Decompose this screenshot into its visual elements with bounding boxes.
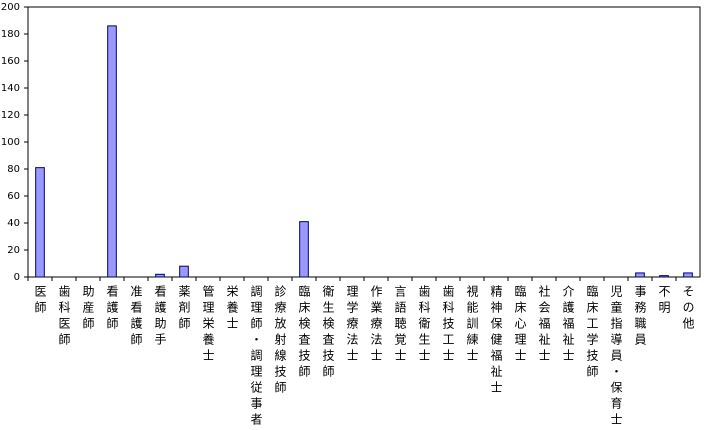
y-tick-label: 100 xyxy=(1,137,20,148)
y-tick-label: 0 xyxy=(14,272,20,283)
y-tick-label: 60 xyxy=(7,191,20,202)
x-tick-label: 准看護師 xyxy=(129,285,143,349)
x-tick-label: 社会福祉士 xyxy=(537,284,551,365)
x-tick-label: 児童指導員・保育士 xyxy=(609,285,623,429)
x-tick-label: 視能訓練士 xyxy=(465,284,479,365)
x-tick-label: 衛生検査技師 xyxy=(321,285,335,381)
bar xyxy=(155,273,165,278)
bar xyxy=(179,265,189,278)
x-tick-label: 歯科衛生士 xyxy=(417,285,431,365)
x-tick-label: 臨床工学技師 xyxy=(585,285,599,381)
x-tick-label: 歯科技工士 xyxy=(441,285,455,365)
bar xyxy=(635,272,645,278)
y-tick-label: 160 xyxy=(1,56,20,67)
y-tick-label: 200 xyxy=(1,2,20,13)
bar xyxy=(35,167,45,278)
x-tick-label: 薬剤師 xyxy=(177,285,191,333)
x-tick-label: 助産師 xyxy=(81,285,95,333)
x-tick-label: 診療放射線技師 xyxy=(273,284,287,397)
x-tick-label: 栄養士 xyxy=(225,285,239,333)
bar xyxy=(683,272,693,278)
x-tick-label: 理学療法士 xyxy=(345,285,359,365)
x-tick-label: 歯科医師 xyxy=(57,285,71,349)
x-tick-label: 看護師 xyxy=(105,285,119,333)
x-tick-label: 言語聴覚士 xyxy=(393,285,407,365)
x-tick-label: 医師 xyxy=(33,285,47,317)
x-tick-label: 臨床検査技師 xyxy=(297,285,311,381)
bar xyxy=(299,221,309,278)
y-tick-label: 20 xyxy=(7,245,20,256)
y-tick-label: 40 xyxy=(7,218,20,229)
x-tick-label: 調理師・調理従事者 xyxy=(249,285,263,429)
y-tick-label: 180 xyxy=(1,29,20,40)
x-tick-label: 不明 xyxy=(657,285,671,317)
x-tick-label: 事務職員 xyxy=(633,285,647,349)
x-tick-label: その他 xyxy=(681,285,695,333)
y-tick-label: 80 xyxy=(7,164,20,175)
x-tick-label: 管理栄養士 xyxy=(201,284,215,365)
bar xyxy=(107,25,117,278)
x-tick-label: 精神保健福祉士 xyxy=(489,285,503,397)
y-tick-label: 140 xyxy=(1,83,20,94)
plot-frame xyxy=(27,6,701,278)
x-tick-label: 臨床心理士 xyxy=(513,285,527,365)
x-tick-label: 看護助手 xyxy=(153,285,167,349)
x-tick-label: 介護福祉士 xyxy=(561,285,575,365)
bar xyxy=(659,275,669,278)
x-tick-label: 作業療法士 xyxy=(369,285,383,365)
y-tick-label: 120 xyxy=(1,110,20,121)
